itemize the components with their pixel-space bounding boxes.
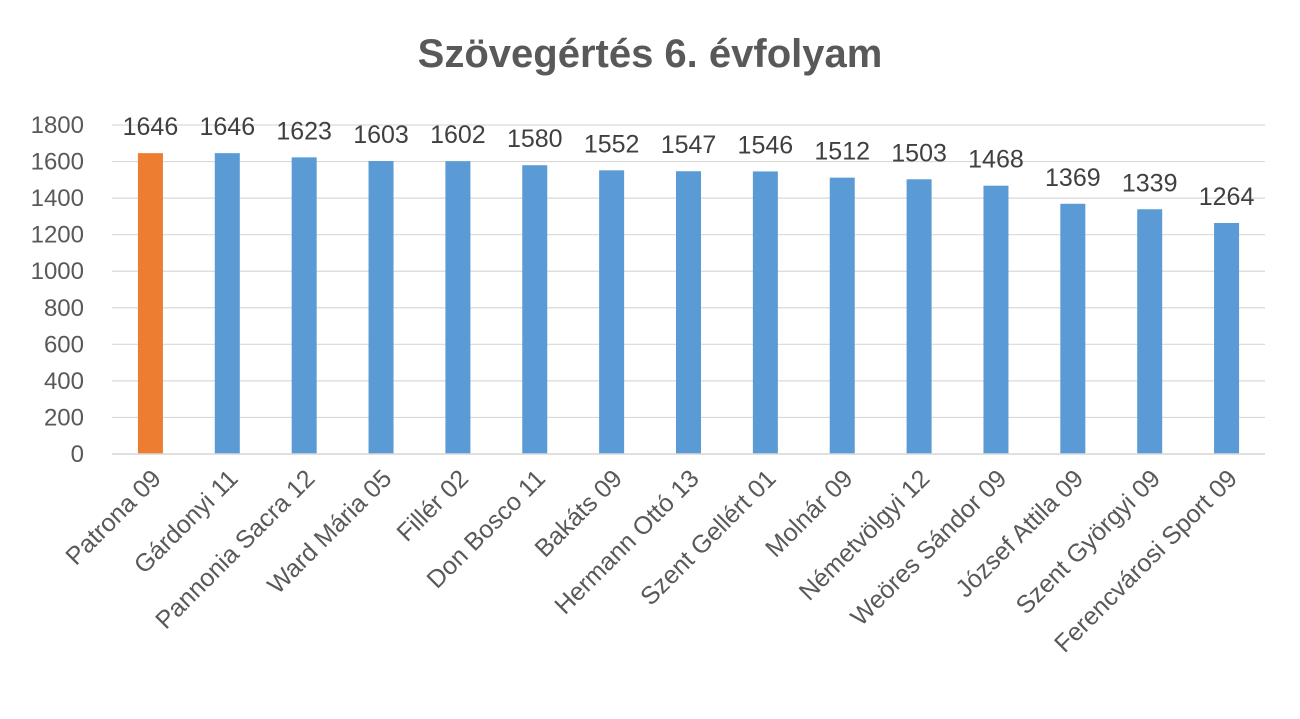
bar <box>1214 222 1240 454</box>
bar <box>906 179 932 454</box>
data-label: 1602 <box>430 121 486 149</box>
y-tick-label: 0 <box>71 441 84 468</box>
bars <box>137 153 1240 455</box>
data-label: 1546 <box>738 131 794 159</box>
y-tick-label: 200 <box>44 404 84 431</box>
bar <box>137 153 163 455</box>
y-tick-label: 1400 <box>31 185 84 212</box>
bar <box>214 153 240 455</box>
data-label: 1552 <box>584 130 640 158</box>
bar <box>291 157 317 454</box>
data-labels: 1646 1646 1623 1603 1602 1580 1552 1547 1546 1512… <box>123 113 1255 211</box>
bar <box>676 171 701 454</box>
data-label: 1580 <box>507 125 563 153</box>
data-label: 1264 <box>1199 183 1255 211</box>
x-tick-label: Szent Györgyi 09 <box>1011 464 1166 619</box>
data-label: 1512 <box>814 138 870 166</box>
bar <box>445 161 471 454</box>
bar <box>599 170 625 454</box>
y-tick-label: 1200 <box>31 222 84 249</box>
data-label: 1547 <box>661 131 717 159</box>
data-label: 1468 <box>968 146 1024 174</box>
x-tick-label: Hermann Ottó 13 <box>549 464 704 619</box>
y-tick-label: 1000 <box>31 258 84 285</box>
y-tick-label: 400 <box>44 368 84 395</box>
data-label: 1646 <box>199 113 255 141</box>
y-tick-label: 800 <box>44 295 84 322</box>
y-tick-label: 600 <box>44 331 84 358</box>
chart-title: Szövegértés 6. évfolyam <box>418 32 883 76</box>
data-label: 1623 <box>276 117 332 145</box>
data-label: 1369 <box>1045 164 1101 192</box>
y-tick-label: 1800 <box>31 112 84 139</box>
bar <box>1137 209 1163 454</box>
data-label: 1603 <box>353 121 409 149</box>
bar <box>368 161 394 455</box>
bar <box>829 177 855 454</box>
y-axis: 0 200 400 600 800 1000 1200 1400 1600 1800 <box>31 112 84 468</box>
x-tick-label: Németvölgyi 12 <box>794 464 936 606</box>
x-tick-label: Szent Gellért 01 <box>635 464 782 611</box>
bar <box>522 165 548 454</box>
data-label: 1503 <box>891 139 947 167</box>
data-label: 1339 <box>1122 169 1178 197</box>
bar <box>1060 203 1086 454</box>
bar <box>983 185 1009 454</box>
data-label: 1646 <box>123 113 179 141</box>
y-tick-label: 1600 <box>31 149 84 176</box>
bar <box>752 171 778 455</box>
